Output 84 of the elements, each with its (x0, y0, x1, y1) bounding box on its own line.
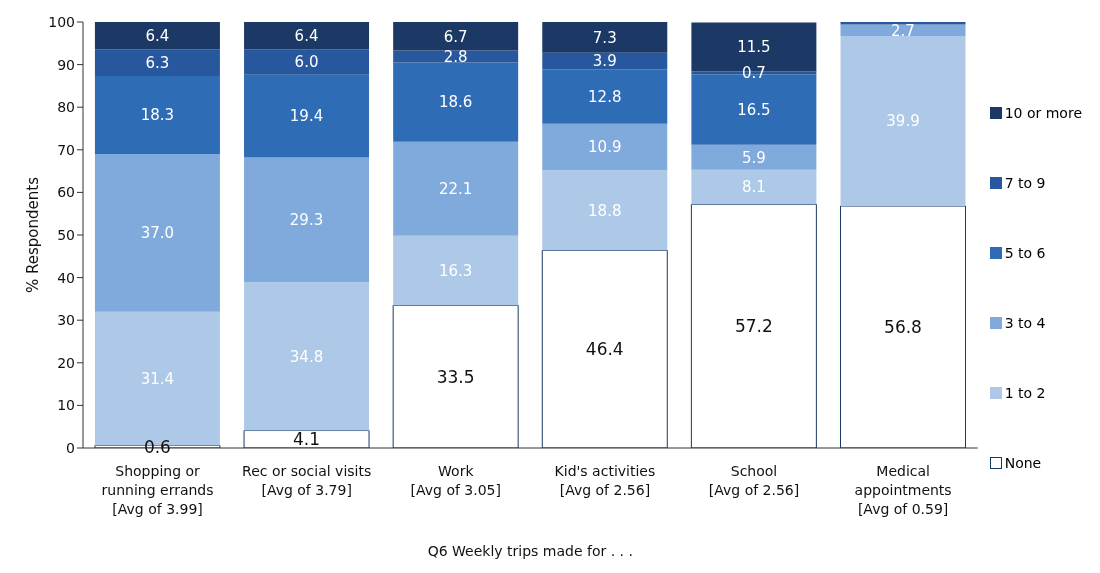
legend-label: 1 to 2 (1004, 385, 1046, 401)
y-tick-label: 40 (57, 269, 75, 286)
data-label: 0.6 (143, 436, 171, 457)
data-label: 4.1 (293, 429, 321, 450)
data-label: 18.3 (140, 106, 175, 125)
x-tick-label: Kid's activities [Avg of 2.56] (554, 463, 656, 498)
bar (94, 49, 220, 77)
data-label: 8.1 (741, 178, 766, 197)
data-label: 57.2 (734, 316, 773, 337)
data-label: 16.3 (438, 261, 473, 280)
data-label: 11.5 (737, 38, 771, 57)
bar (691, 144, 817, 170)
data-label: 56.8 (884, 317, 922, 338)
data-label: 46.4 (585, 339, 624, 360)
y-tick-label: 90 (57, 56, 75, 73)
y-tick-label: 100 (48, 13, 75, 30)
data-label: 37.0 (140, 224, 175, 243)
legend-label: 3 to 4 (1004, 315, 1046, 331)
x-tick-label: Shopping or running errands [Avg of 3.99] (101, 463, 214, 517)
y-tick-label: 10 (57, 397, 75, 414)
data-label: 18.8 (588, 201, 622, 220)
data-label: 6.0 (294, 53, 319, 72)
data-label: 16.5 (737, 100, 771, 119)
y-tick-label: 60 (57, 184, 75, 201)
legend-label: 10 or more (1004, 105, 1082, 121)
bar (94, 154, 220, 312)
bar (244, 22, 370, 50)
bar (244, 74, 370, 158)
data-label: 33.5 (436, 366, 475, 387)
bar (840, 205, 966, 448)
bar (244, 49, 370, 75)
data-label: 5.9 (741, 148, 766, 167)
bar (691, 169, 817, 205)
y-tick-label: 30 (57, 312, 75, 329)
y-tick-label: 80 (57, 99, 75, 116)
data-label: 10.9 (588, 138, 622, 157)
legend-label: 5 to 6 (1004, 245, 1046, 261)
bar (244, 157, 370, 283)
data-label: 6.4 (294, 26, 319, 45)
data-label: 6.3 (145, 54, 170, 73)
data-label: 39.9 (886, 112, 920, 131)
bar (392, 304, 519, 448)
bar (541, 249, 668, 448)
bar (840, 22, 966, 25)
data-label: 29.3 (289, 211, 324, 230)
bar (94, 76, 220, 155)
data-label: 12.8 (588, 87, 622, 106)
data-label: 19.4 (289, 107, 324, 126)
bar (94, 22, 220, 50)
bar (542, 170, 668, 251)
bar (542, 69, 668, 124)
bar (393, 22, 519, 51)
bar (542, 52, 668, 70)
bar (840, 36, 966, 207)
y-tick-label: 0 (66, 439, 75, 456)
bar (393, 141, 519, 236)
bar (542, 123, 668, 171)
y-axis-title: % Respondents (24, 176, 43, 293)
data-label: 2.7 (891, 21, 915, 40)
x-tick-label: Work [Avg of 3.05] (410, 463, 501, 498)
bar (690, 203, 817, 448)
x-axis-title: Q6 Weekly trips made for . . . (427, 543, 633, 559)
x-tick-label: School [Avg of 2.56] (708, 463, 800, 498)
data-label: 18.6 (438, 93, 473, 112)
data-label: 22.1 (438, 180, 473, 199)
data-label: 31.4 (140, 369, 175, 388)
bar (393, 62, 519, 142)
bar (393, 235, 519, 306)
legend-label: None (1004, 455, 1042, 471)
data-label: 34.8 (289, 347, 324, 366)
y-tick-label: 50 (57, 226, 75, 243)
bar (244, 282, 370, 431)
legend-label: 7 to 9 (1004, 175, 1046, 191)
bar (542, 22, 668, 53)
y-tick-label: 70 (57, 141, 75, 158)
x-tick-label: Medical appointments [Avg of 0.59] (854, 463, 952, 517)
data-label: 7.3 (592, 28, 617, 47)
x-tick-label: Rec or social visits [Avg of 3.79] (242, 463, 372, 498)
data-label: 3.9 (592, 52, 617, 71)
data-label: 6.7 (443, 27, 468, 46)
data-label: 6.4 (145, 26, 170, 45)
y-tick-label: 20 (57, 354, 75, 371)
data-label: 2.8 (443, 47, 468, 66)
data-label: 0.7 (741, 64, 766, 83)
